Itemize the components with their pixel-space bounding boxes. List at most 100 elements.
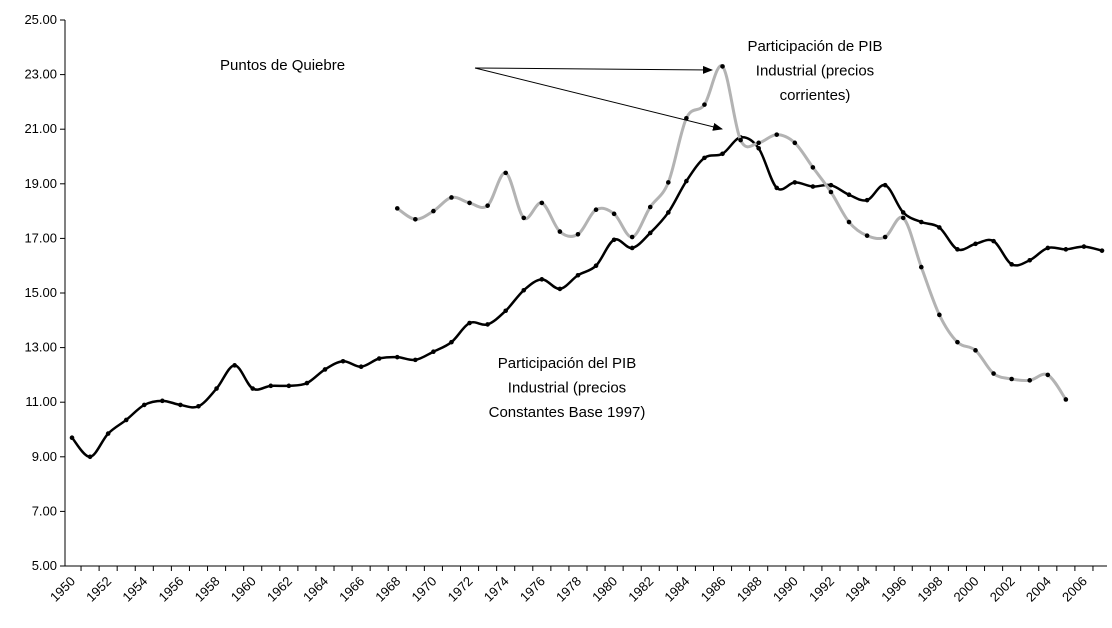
- data-point: [557, 286, 563, 292]
- data-point: [900, 210, 906, 215]
- data-point: [1027, 378, 1033, 383]
- x-tick-label: 1958: [192, 574, 223, 605]
- data-point: [178, 402, 183, 408]
- data-point: [810, 184, 816, 189]
- data-point: [160, 398, 165, 404]
- data-point: [1099, 248, 1105, 253]
- annotation: Industrial (precios: [756, 63, 874, 80]
- data-point: [575, 232, 581, 237]
- data-point: [846, 219, 852, 225]
- data-point: [1009, 376, 1014, 382]
- data-point: [413, 216, 418, 222]
- data-point: [232, 363, 237, 368]
- data-point: [575, 272, 581, 278]
- x-tick-label: 2004: [1023, 574, 1054, 605]
- data-point: [467, 200, 472, 206]
- data-point: [937, 225, 942, 230]
- x-tick-label: 1954: [119, 574, 150, 605]
- y-tick-label: 15.00: [24, 285, 57, 300]
- data-point: [882, 182, 888, 188]
- data-point: [358, 364, 364, 370]
- data-point: [376, 356, 382, 361]
- x-tick-label: 1982: [625, 574, 656, 605]
- data-point: [141, 402, 147, 408]
- data-point: [900, 215, 906, 221]
- data-point: [593, 207, 599, 213]
- data-point: [1081, 244, 1087, 249]
- annotation: Participación del PIB: [498, 355, 636, 372]
- data-point: [774, 185, 780, 191]
- annotation: Puntos de Quiebre: [220, 57, 345, 74]
- data-point: [828, 189, 834, 195]
- data-point: [539, 200, 545, 206]
- x-tick-label: 1970: [408, 574, 439, 605]
- x-tick-label: 1984: [661, 574, 692, 605]
- data-point: [918, 219, 924, 225]
- y-tick-label: 7.00: [32, 503, 57, 518]
- data-point: [503, 308, 508, 314]
- data-point: [937, 312, 942, 318]
- y-tick-label: 11.00: [25, 394, 57, 409]
- x-tick-label: 1966: [336, 574, 367, 605]
- x-tick-label: 1972: [445, 574, 476, 605]
- data-point: [738, 137, 743, 143]
- data-point: [449, 339, 454, 345]
- data-point: [268, 383, 274, 389]
- data-point: [1027, 257, 1033, 263]
- x-tick-label: 2006: [1059, 574, 1090, 605]
- x-tick-label: 1992: [806, 574, 837, 605]
- annotation: corrientes): [780, 87, 851, 104]
- data-point: [720, 64, 725, 69]
- y-tick-label: 9.00: [32, 449, 57, 464]
- data-point: [521, 287, 527, 293]
- data-point: [774, 132, 780, 137]
- x-tick-label: 1974: [481, 574, 512, 605]
- x-tick-label: 2002: [987, 574, 1018, 605]
- data-point: [593, 263, 599, 269]
- data-point: [882, 234, 888, 240]
- data-point: [666, 210, 671, 215]
- data-point: [503, 170, 508, 176]
- data-point: [214, 386, 219, 391]
- data-point: [955, 339, 960, 345]
- x-tick-label: 1996: [878, 574, 909, 605]
- data-point: [955, 247, 960, 252]
- y-tick-label: 13.00: [24, 340, 57, 355]
- data-point: [864, 233, 870, 238]
- data-point: [611, 237, 617, 243]
- annotation: Participación de PIB: [747, 38, 882, 55]
- x-tick-label: 1986: [698, 574, 729, 605]
- data-point: [467, 320, 472, 326]
- x-tick-label: 1950: [47, 574, 78, 605]
- arrow: [474, 65, 713, 74]
- x-tick-label: 1998: [914, 574, 945, 605]
- x-tick-label: 1962: [264, 574, 295, 605]
- x-tick-label: 1976: [517, 574, 548, 605]
- data-point: [720, 151, 725, 157]
- data-point: [973, 348, 978, 353]
- y-tick-label: 23.00: [24, 67, 57, 82]
- y-tick-label: 25.00: [24, 12, 57, 27]
- data-point: [449, 195, 454, 200]
- x-tick-label: 1964: [300, 574, 331, 605]
- data-point: [828, 182, 834, 188]
- data-point: [304, 380, 310, 386]
- series-line: [396, 64, 1068, 401]
- x-tick-label: 1990: [770, 574, 801, 605]
- data-point: [756, 146, 761, 151]
- data-point: [413, 357, 418, 363]
- data-point: [611, 211, 617, 217]
- x-tick-label: 1960: [228, 574, 259, 605]
- data-point: [87, 454, 93, 460]
- data-point: [557, 229, 563, 234]
- data-point: [521, 215, 527, 221]
- data-point: [250, 386, 256, 391]
- data-point: [702, 102, 707, 107]
- x-tick-label: 1968: [372, 574, 403, 605]
- data-point: [647, 204, 653, 210]
- data-point: [792, 180, 798, 185]
- data-point: [1063, 247, 1069, 252]
- data-point: [684, 178, 689, 184]
- data-point: [105, 431, 111, 436]
